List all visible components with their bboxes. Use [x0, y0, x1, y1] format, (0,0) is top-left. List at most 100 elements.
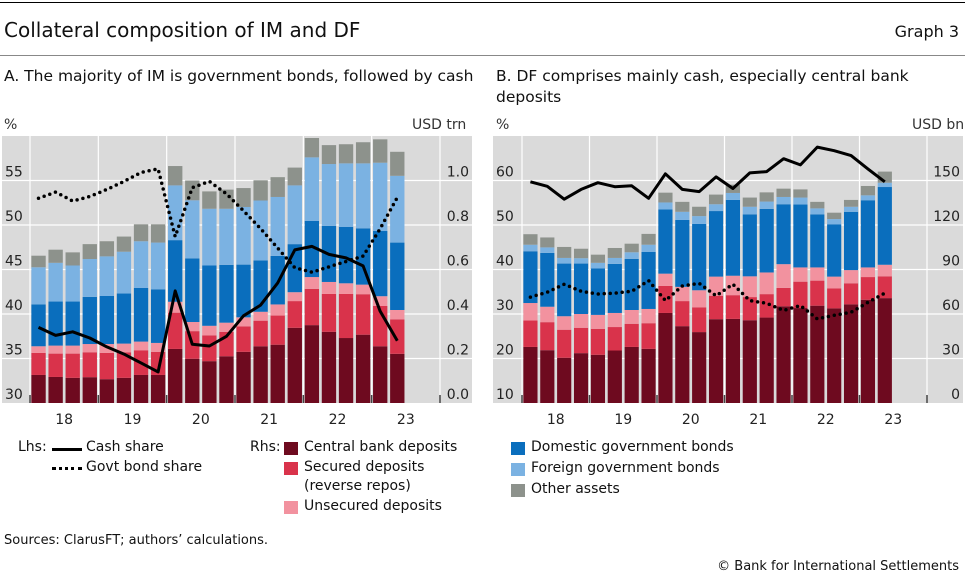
title-rule	[0, 55, 965, 56]
panel-a-lhs-unit: %	[4, 117, 18, 133]
rhs-tick-label: 30	[942, 343, 960, 359]
legend-rhs-label: Rhs:	[250, 439, 281, 455]
bar-other	[658, 192, 673, 203]
bar-other	[692, 206, 707, 217]
bar-foreign	[540, 247, 555, 253]
bar-central_bank	[607, 350, 622, 403]
rhs-tick-label: 0.2	[447, 343, 469, 359]
bar-central_bank	[759, 317, 774, 403]
bar-central_bank	[624, 346, 639, 403]
sources-note: Sources: ClarusFT; authors’ calculations…	[4, 533, 269, 548]
bar-domestic	[692, 223, 707, 291]
legend-central-bank-swatch	[284, 442, 298, 455]
bar-secured	[390, 319, 405, 354]
legend-domestic: Domestic government bonds	[531, 439, 734, 455]
legend-govt-bond-share: Govt bond share	[86, 459, 203, 475]
lhs-tick-label: 45	[5, 254, 23, 270]
charts-svg: 30 35 40 45 50 55 0.0 0.2 0.4 0.6 0.8 1.0 18 19 20 21 22…	[2, 136, 963, 428]
bar-other	[624, 243, 639, 253]
legend-secured-swatch	[284, 462, 298, 475]
bar-central_bank	[827, 308, 842, 403]
rhs-tick-label: 150	[933, 165, 960, 181]
bar-central_bank	[355, 334, 371, 403]
bar-central_bank	[742, 320, 757, 403]
bar-secured	[877, 276, 892, 299]
bar-foreign	[185, 200, 200, 259]
bar-unsecured	[641, 308, 656, 324]
bar-secured	[355, 294, 371, 335]
x-tick-label: 23	[884, 412, 902, 428]
bar-domestic	[540, 252, 555, 307]
legend-cash-share-swatch	[52, 448, 82, 451]
bar-unsecured	[624, 309, 639, 324]
bar-foreign	[373, 162, 388, 232]
legend-central-bank: Central bank deposits	[304, 439, 458, 455]
rhs-tick-label: 0.0	[447, 387, 469, 403]
bar-secured	[827, 288, 842, 309]
cash-share-line	[530, 145, 886, 201]
bar-foreign	[658, 202, 673, 210]
lhs-tick-label: 10	[496, 387, 514, 403]
bar-central_bank	[168, 348, 183, 403]
bar-other	[219, 189, 234, 209]
bar-central_bank	[304, 325, 320, 403]
bar-domestic	[31, 304, 46, 347]
bar-foreign	[742, 206, 757, 215]
lhs-tick-label: 35	[5, 343, 23, 359]
bar-central_bank	[99, 379, 115, 403]
graph-number: Graph 3	[894, 22, 959, 41]
rhs-tick-label: 0.8	[447, 209, 469, 225]
bar-other	[390, 151, 405, 176]
bar-secured	[523, 320, 538, 347]
legend-domestic-swatch	[511, 442, 525, 455]
bar-secured	[793, 281, 808, 309]
bar-other	[168, 166, 183, 186]
bar-unsecured	[270, 304, 285, 316]
bar-unsecured	[65, 345, 80, 354]
bar-unsecured	[338, 283, 354, 294]
bar-domestic	[390, 242, 405, 310]
bar-secured	[65, 353, 80, 378]
bar-unsecured	[742, 276, 757, 298]
bar-central_bank	[236, 351, 251, 403]
bar-foreign	[150, 242, 166, 290]
bar-other	[810, 201, 825, 209]
bar-domestic	[675, 219, 690, 287]
bar-unsecured	[116, 343, 132, 353]
bar-other	[150, 224, 166, 243]
bar-foreign	[304, 157, 320, 221]
bar-other	[523, 234, 538, 245]
x-tick-label: 18	[55, 412, 73, 428]
bar-unsecured	[390, 309, 405, 320]
bar-unsecured	[708, 276, 724, 296]
panel-a-title: A. The majority of IM is government bond…	[4, 67, 474, 85]
bar-secured	[321, 293, 337, 332]
bar-foreign	[624, 252, 639, 259]
bar-other	[557, 246, 572, 258]
bar-other	[304, 138, 320, 158]
bar-central_bank	[793, 308, 808, 403]
bar-unsecured	[287, 292, 302, 302]
bar-foreign	[590, 262, 606, 269]
bar-domestic	[759, 208, 774, 273]
bar-secured	[759, 294, 774, 318]
bar-foreign	[99, 256, 115, 296]
bar-central_bank	[390, 353, 405, 403]
bar-secured	[31, 352, 46, 375]
bar-domestic	[725, 199, 741, 276]
bar-secured	[692, 307, 707, 333]
legend-unsecured: Unsecured deposits	[304, 498, 442, 514]
bar-foreign	[708, 204, 724, 212]
bar-domestic	[65, 301, 80, 346]
bar-foreign	[321, 164, 337, 226]
bar-other	[641, 233, 656, 245]
bar-secured	[202, 335, 217, 362]
bar-secured	[540, 322, 555, 351]
bar-secured	[557, 329, 572, 358]
bar-unsecured	[523, 303, 538, 321]
bar-other	[270, 177, 285, 197]
bar-central_bank	[725, 318, 741, 403]
bar-secured	[304, 288, 320, 326]
bar-other	[877, 171, 892, 183]
bar-secured	[607, 327, 622, 351]
